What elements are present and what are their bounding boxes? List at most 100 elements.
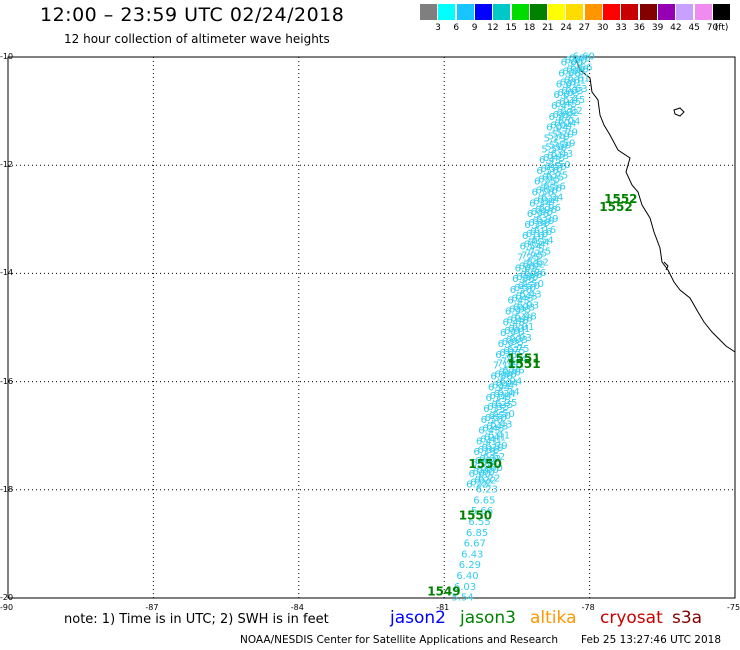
swh-value: 6.62 xyxy=(523,259,545,270)
satellite-name: altika xyxy=(530,608,577,628)
swh-value: 6.66 xyxy=(562,67,584,78)
swh-value: 6.39 xyxy=(485,441,507,452)
swh-value: 6.50 xyxy=(489,411,511,422)
swh-value: 6.25 xyxy=(538,175,560,186)
swh-value: 6.93 xyxy=(509,305,531,316)
scale-label: 12 xyxy=(487,23,499,33)
scale-swatch xyxy=(712,4,730,20)
swh-value: 6.45 xyxy=(559,97,581,108)
scale-swatch xyxy=(456,4,474,20)
scale-label: 21 xyxy=(542,23,554,33)
swh-value: 5.79 xyxy=(552,129,574,140)
swh-value: 6.34 xyxy=(541,192,563,203)
scale-swatch xyxy=(584,4,602,20)
scale-label: 42 xyxy=(670,23,682,33)
swh-value: 6.16 xyxy=(522,231,544,242)
swh-value: 6.54 xyxy=(523,240,545,251)
lat-tick-label: -10 xyxy=(0,52,14,61)
lon-tick-label: -87 xyxy=(145,603,159,612)
swh-value: 6.04 xyxy=(546,123,568,134)
swh-value: 6.34 xyxy=(537,194,559,205)
swh-value: 6.86 xyxy=(516,272,538,283)
swh-value: 7.14 xyxy=(497,359,519,370)
swh-value: 6.86 xyxy=(494,369,516,380)
swh-value: 6.93 xyxy=(513,303,535,314)
swh-value: 6.63 xyxy=(565,84,587,95)
swh-value: 6.41 xyxy=(476,436,498,447)
swh-value: 6.86 xyxy=(502,365,524,376)
swh-value: 6.35 xyxy=(487,402,509,413)
swh-value: 6.62 xyxy=(471,458,493,469)
swh-value: 5.59 xyxy=(545,142,567,153)
scale-label: 6 xyxy=(453,23,460,33)
lon-tick-label: -81 xyxy=(436,603,450,612)
swh-value: 6.34 xyxy=(494,389,516,400)
swh-value: 6.25 xyxy=(546,171,568,182)
pass-time-label: 1552 xyxy=(599,200,632,214)
swh-value: 6.39 xyxy=(524,220,546,231)
scale-label: 3 xyxy=(435,23,441,33)
swh-value: 6.25 xyxy=(534,177,556,188)
swh-value: 6.66 xyxy=(570,63,592,74)
swh-value: 6.93 xyxy=(517,301,539,312)
swh-value: 6.75 xyxy=(507,344,529,355)
swh-value: 6.50 xyxy=(485,413,507,424)
map-title: 12:00 – 23:59 UTC 02/24/2018 xyxy=(40,4,345,26)
swh-value: 6.35 xyxy=(491,400,513,411)
swh-value: 6.41 xyxy=(484,432,506,443)
swh-value: 6.93 xyxy=(498,339,520,350)
swh-value: 6.75 xyxy=(495,350,517,361)
scale-label: 15 xyxy=(505,23,517,33)
scale-label: 9 xyxy=(471,23,478,33)
swh-value: 5.79 xyxy=(544,133,566,144)
scale-label: 30 xyxy=(596,23,609,33)
swh-value: 7.14 xyxy=(505,355,527,366)
swh-value: 6.35 xyxy=(483,404,505,415)
swh-value: 6.22 xyxy=(474,476,496,487)
scale-label: 27 xyxy=(578,23,591,33)
swh-value: 6.91 xyxy=(504,326,526,337)
swh-value: 6.61 xyxy=(560,77,582,88)
swh-value: 6.39 xyxy=(481,443,503,454)
swh-value: 6.82 xyxy=(553,110,575,121)
swh-value: 6.39 xyxy=(532,216,554,227)
swh-value: 6.82 xyxy=(561,106,583,117)
swh-value: 6.54 xyxy=(527,238,549,249)
lat-lon-grid xyxy=(8,57,735,598)
scale-swatch xyxy=(694,4,712,20)
scale-unit: (ft) xyxy=(714,23,729,33)
swh-value: 6.61 xyxy=(564,75,586,86)
swh-value: 6.40 xyxy=(456,571,478,582)
map-frame xyxy=(7,56,736,599)
lat-tick-label: -20 xyxy=(0,593,14,602)
swh-value: 6.86 xyxy=(520,270,542,281)
swh-value: 6.16 xyxy=(530,227,552,238)
swh-value: 6.55 xyxy=(468,517,490,528)
swh-value: 5.79 xyxy=(548,131,570,142)
swh-value: 6.60 xyxy=(477,465,499,476)
scale-label: 70 xyxy=(706,23,719,33)
scale-label: 18 xyxy=(523,23,536,33)
swh-value: 6.43 xyxy=(482,424,504,435)
swh-value: 6.62 xyxy=(515,263,537,274)
scale-swatch xyxy=(420,4,437,20)
swh-value: 6.41 xyxy=(480,434,502,445)
swh-value: 6.45 xyxy=(563,95,585,106)
swh-value: 6.60 xyxy=(569,54,591,65)
swh-value: 6.60 xyxy=(565,56,587,67)
swh-value: 6.93 xyxy=(506,335,528,346)
swh-value: 6.54 xyxy=(519,242,541,253)
swh-value: 6.22 xyxy=(478,474,500,485)
lon-tick-label: -90 xyxy=(0,603,14,612)
swh-value: 6.16 xyxy=(526,229,548,240)
swh-value: 6.39 xyxy=(473,447,495,458)
swh-value: 6.50 xyxy=(522,279,544,290)
swh-value: 6.43 xyxy=(539,155,561,166)
lat-tick-label: -18 xyxy=(0,484,14,494)
swh-value: 6.86 xyxy=(524,268,546,279)
swh-value: 6.62 xyxy=(475,456,497,467)
swh-value: 6.50 xyxy=(544,162,566,173)
swh-value: 7.25 xyxy=(517,252,539,263)
scale-swatch xyxy=(511,4,529,20)
